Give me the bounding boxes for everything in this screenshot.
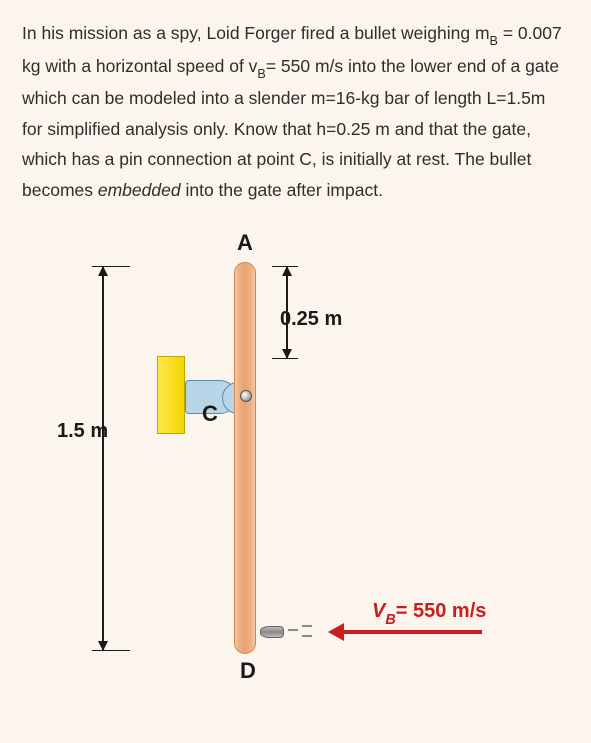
dim-h-arrow-up	[282, 266, 292, 276]
dim-left-line	[102, 266, 104, 650]
problem-statement: In his mission as a spy, Loid Forger fir…	[22, 18, 569, 206]
bullet-trail-3	[302, 635, 312, 637]
label-C: C	[202, 401, 218, 427]
text-part-1a: In his mission as a spy, Loid Forger fir…	[22, 23, 490, 43]
v-prefix: V	[372, 600, 385, 622]
velocity-arrow-head	[328, 623, 344, 641]
wall-block	[157, 356, 185, 434]
bullet-trail-2	[302, 625, 312, 627]
bullet-trail-1	[288, 629, 298, 631]
label-0p25m: 0.25 m	[280, 308, 342, 331]
dim-left-arrow-down	[98, 641, 108, 651]
dim-h-arrow-down	[282, 349, 292, 359]
label-A: A	[237, 230, 253, 256]
subscript-B-1: B	[490, 34, 498, 48]
pin-C	[240, 390, 252, 402]
velocity-arrow-line	[342, 630, 482, 634]
bullet	[260, 626, 284, 638]
label-1p5m: 1.5 m	[57, 420, 108, 443]
label-D: D	[240, 658, 256, 684]
label-velocity: VB= 550 m/s	[372, 600, 486, 626]
text-embedded: embedded	[98, 180, 181, 200]
text-part-1c: = 550 m/s into the lower end of a gate w…	[22, 56, 559, 200]
subscript-B-2: B	[257, 67, 265, 81]
gate-bar	[234, 262, 256, 654]
dim-left-arrow-up	[98, 266, 108, 276]
text-part-1d: into the gate after impact.	[181, 180, 383, 200]
diagram: A C D 1.5 m 0.25 m VB= 550 m/s	[42, 230, 542, 690]
v-subscript: B	[385, 612, 395, 628]
v-value: = 550 m/s	[396, 600, 487, 622]
